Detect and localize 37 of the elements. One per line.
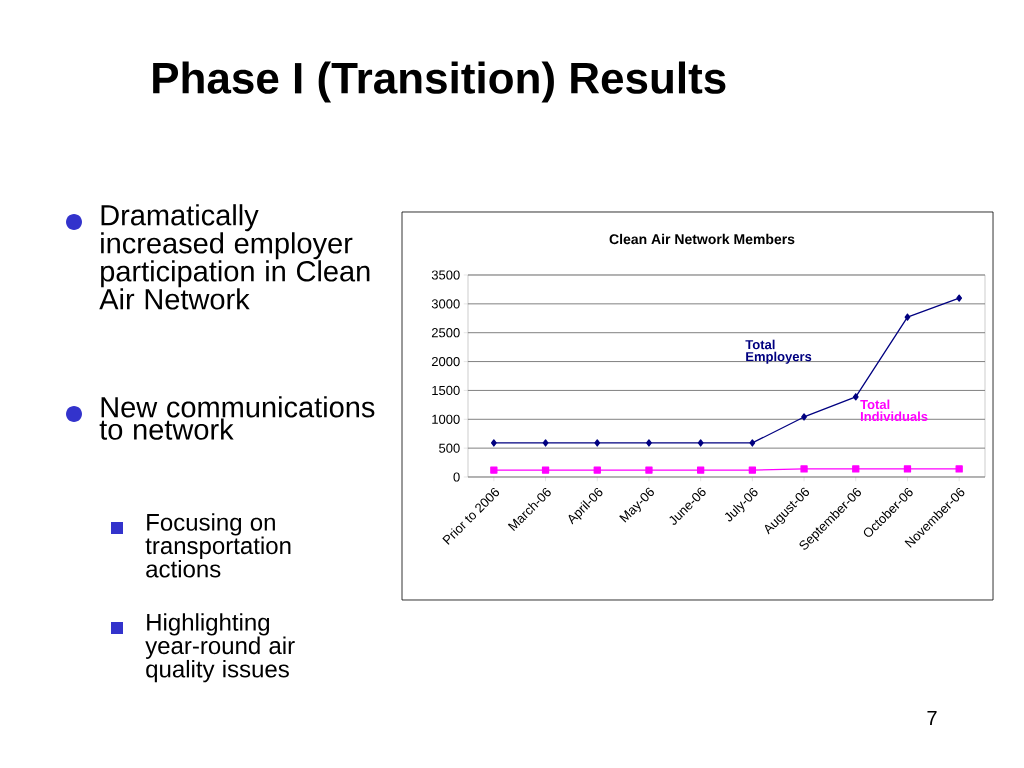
point bbox=[542, 439, 549, 447]
text: Phase I (Transition) Results bbox=[153, 61, 726, 103]
y-tick-label: 500 bbox=[439, 443, 460, 453]
point bbox=[749, 439, 756, 447]
y-tick-label: 3000 bbox=[431, 299, 460, 309]
point bbox=[801, 413, 807, 421]
chart-title: Clean Air Network Members bbox=[609, 233, 795, 245]
point bbox=[541, 466, 550, 474]
point bbox=[594, 439, 601, 447]
point bbox=[697, 439, 704, 447]
y-tick-label: 3500 bbox=[431, 270, 460, 280]
text: Highlighting year-round air quality issues bbox=[145, 613, 295, 683]
text: 7 bbox=[927, 711, 937, 725]
point bbox=[593, 466, 601, 474]
y-tick-label: 1500 bbox=[432, 385, 460, 396]
y-tick-label: 1000 bbox=[432, 414, 460, 424]
point bbox=[904, 313, 911, 321]
point bbox=[852, 393, 859, 401]
y-tick-label: 0 bbox=[453, 472, 460, 482]
point bbox=[490, 466, 498, 474]
point bbox=[956, 294, 963, 302]
text: Total Individuals bbox=[860, 399, 928, 422]
text: Focusing on transportation actions bbox=[145, 513, 291, 578]
point bbox=[955, 465, 963, 473]
point bbox=[490, 439, 497, 447]
point bbox=[645, 466, 653, 474]
point bbox=[646, 439, 652, 447]
point bbox=[903, 465, 912, 473]
point bbox=[852, 465, 860, 473]
point bbox=[697, 466, 705, 474]
y-tick-label: 2000 bbox=[431, 356, 460, 367]
point bbox=[748, 466, 757, 474]
point bbox=[800, 465, 808, 473]
text: Dramatically increased employer participation in Clean Air Network bbox=[99, 204, 370, 310]
text: Total Employers bbox=[745, 339, 812, 364]
text: New communications to network bbox=[99, 396, 375, 440]
y-tick-label: 2500 bbox=[431, 328, 460, 338]
